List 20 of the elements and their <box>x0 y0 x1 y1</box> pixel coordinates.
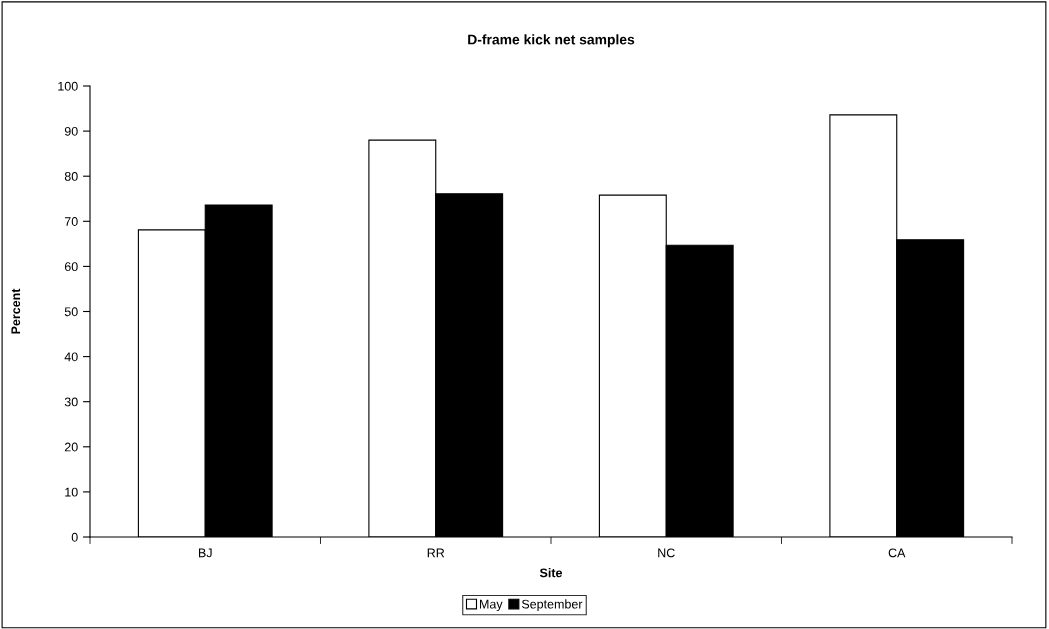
x-axis-title: Site <box>539 568 563 578</box>
y-tick-label: 60 <box>64 262 78 272</box>
x-tick-label: BJ <box>198 548 212 558</box>
y-tick-label: 70 <box>64 217 78 226</box>
x-tick-label: NC <box>658 548 675 558</box>
y-tick-label: 30 <box>64 397 78 407</box>
legend-label: September <box>521 599 583 611</box>
y-tick-label: 80 <box>64 172 78 181</box>
x-tick-label: RR <box>427 548 445 558</box>
chart-title: D-frame kick net samples <box>468 34 635 48</box>
y-tick-label: 90 <box>64 126 78 136</box>
y-axis-title: Percent <box>11 288 21 334</box>
y-tick-label: 50 <box>64 307 78 317</box>
y-tick-label: 100 <box>58 81 78 91</box>
y-tick-label: 10 <box>65 487 78 497</box>
y-tick-label: 0 <box>71 532 78 542</box>
legend-label: May <box>480 599 503 611</box>
y-tick-label: 40 <box>64 352 78 362</box>
y-tick-label: 20 <box>64 442 78 452</box>
x-tick-label: CA <box>888 548 906 558</box>
